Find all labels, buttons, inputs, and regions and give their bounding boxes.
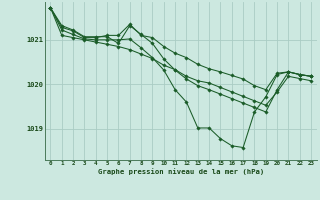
X-axis label: Graphe pression niveau de la mer (hPa): Graphe pression niveau de la mer (hPa): [98, 168, 264, 175]
